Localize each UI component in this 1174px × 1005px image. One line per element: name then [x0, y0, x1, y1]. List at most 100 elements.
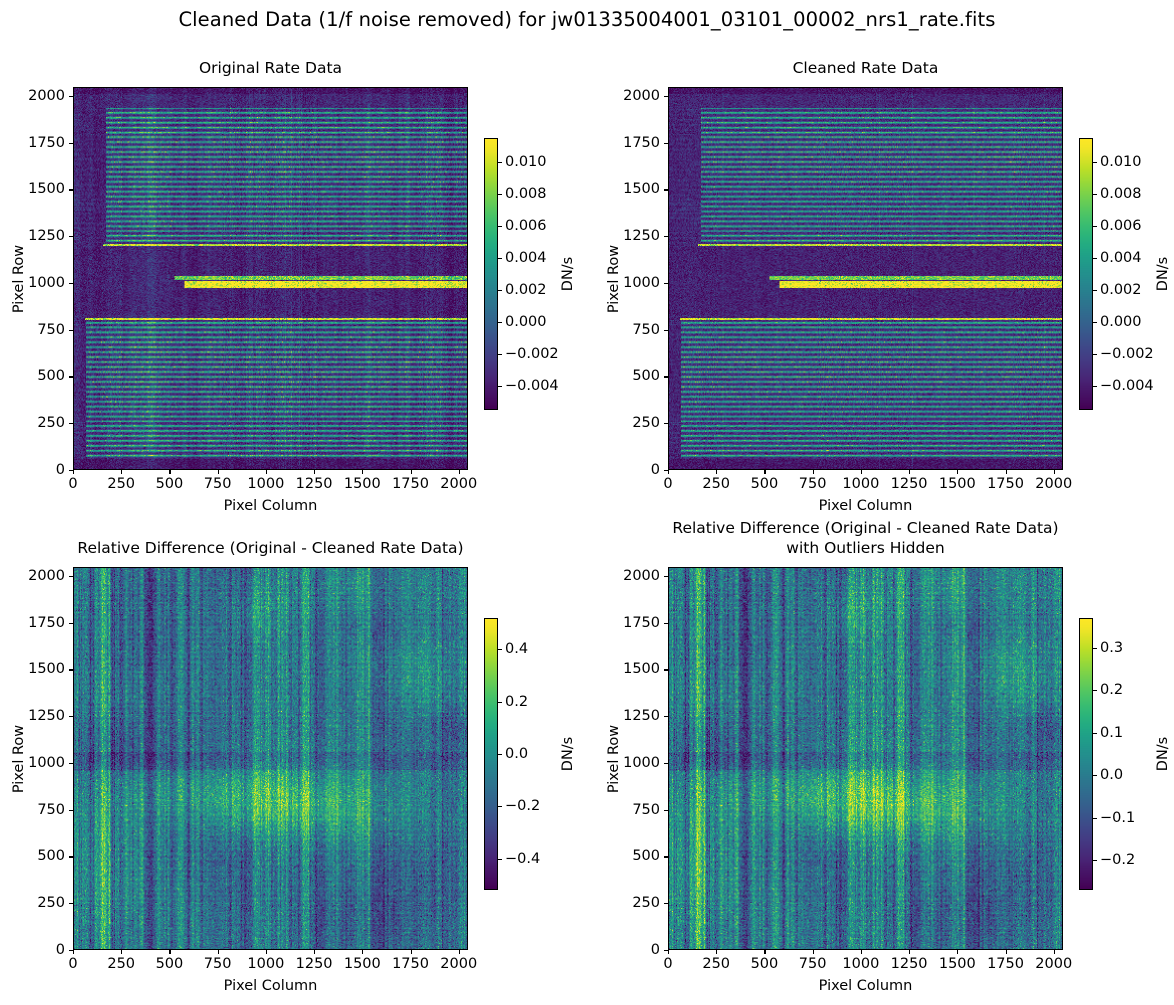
colorbar-axis-label: DN/s: [1155, 736, 1171, 772]
y-tick-label: 1500: [623, 181, 660, 198]
y-tick-mark: [664, 329, 668, 331]
x-tick-label: 1250: [890, 476, 928, 492]
x-tick-label: 250: [702, 956, 731, 972]
y-tick-mark: [69, 716, 73, 718]
y-tick-label: 500: [37, 368, 65, 385]
x-tick-label: 500: [750, 956, 779, 972]
colorbar-tick-label: 0.000: [1100, 314, 1142, 330]
y-tick-mark: [69, 282, 73, 285]
panel-title-original-rate-data: Original Rate Data: [73, 58, 468, 78]
y-tick-mark: [69, 575, 73, 578]
y-tick-label: 750: [632, 801, 660, 818]
x-tick-mark: [458, 470, 460, 474]
y-tick-label: 0: [55, 942, 65, 958]
colorbar-tick-mark: [498, 290, 502, 291]
x-tick-mark: [909, 950, 911, 954]
x-tick-mark: [1053, 470, 1055, 474]
y-tick-label: 250: [37, 415, 65, 432]
x-tick-label: 750: [203, 956, 232, 972]
y-tick-mark: [69, 423, 73, 425]
x-tick-label: 0: [68, 956, 78, 972]
x-tick-label: 1000: [842, 476, 880, 492]
x-tick-mark: [458, 950, 460, 954]
y-tick-label: 250: [632, 415, 660, 432]
x-tick-label: 2000: [1035, 476, 1073, 492]
colorbar-tick-mark: [1093, 322, 1097, 323]
x-tick-mark: [73, 950, 75, 954]
colorbar-gradient: [485, 619, 497, 889]
y-tick-label: 2000: [623, 567, 660, 584]
colorbar-tick-mark: [1093, 386, 1097, 387]
y-tick-mark: [69, 329, 73, 331]
x-tick-label: 1750: [987, 956, 1024, 972]
colorbar-tick-mark: [498, 649, 502, 651]
x-tick-label: 1000: [247, 476, 285, 492]
y-tick-mark: [69, 236, 73, 238]
colorbar-tick-label: −0.1: [1100, 809, 1136, 826]
colorbar-axis-label: DN/s: [1155, 256, 1171, 292]
y-tick-mark: [664, 809, 668, 811]
panel-title-line: Original Rate Data: [198, 59, 343, 77]
colorbar-tick-label: −0.004: [505, 378, 559, 394]
x-tick-mark: [668, 950, 670, 954]
colorbar-cleaned-rate-data: [1079, 138, 1093, 410]
y-tick-mark: [69, 950, 73, 952]
x-tick-mark: [764, 470, 766, 474]
y-axis-label: Pixel Row: [11, 244, 27, 313]
y-axis-label: Pixel Row: [606, 244, 622, 313]
colorbar-tick-mark: [498, 322, 502, 323]
y-tick-mark: [664, 856, 668, 858]
y-tick-mark: [664, 762, 668, 765]
colorbar-tick-mark: [1093, 690, 1097, 692]
colorbar-tick-label: −0.2: [1100, 852, 1136, 869]
y-tick-label: 1250: [28, 708, 65, 725]
y-tick-label: 1250: [28, 228, 65, 245]
y-tick-label: 500: [632, 848, 660, 865]
y-tick-label: 1000: [623, 274, 660, 291]
y-tick-label: 1750: [623, 614, 660, 631]
x-tick-label: 1750: [392, 956, 429, 972]
colorbar-tick-mark: [1093, 258, 1097, 259]
x-tick-mark: [314, 950, 316, 954]
y-tick-mark: [664, 236, 668, 238]
x-tick-mark: [668, 470, 670, 474]
x-tick-mark: [860, 470, 862, 474]
x-tick-label: 1000: [842, 956, 880, 972]
x-tick-mark: [812, 950, 814, 954]
colorbar-tick-label: 0.002: [1100, 282, 1142, 298]
y-tick-mark: [69, 903, 73, 905]
x-tick-mark: [169, 950, 171, 954]
x-tick-mark: [362, 950, 364, 954]
y-tick-label: 1000: [623, 754, 660, 771]
heatmap-image: [74, 88, 467, 469]
x-tick-label: 500: [155, 476, 184, 492]
y-tick-mark: [664, 950, 668, 952]
panel-title-line: Relative Difference (Original - Cleaned …: [77, 539, 464, 557]
y-tick-mark: [664, 142, 668, 144]
y-tick-label: 1000: [28, 274, 65, 291]
heatmap-image: [669, 88, 1062, 469]
x-axis-label: Pixel Column: [818, 498, 913, 514]
heatmap-relative-difference-outliers-hidden: [668, 567, 1063, 950]
x-tick-mark: [1005, 950, 1007, 954]
y-tick-mark: [69, 809, 73, 811]
colorbar-tick-label: −0.004: [1100, 378, 1154, 394]
x-tick-label: 1250: [890, 956, 928, 972]
colorbar-tick-label: −0.2: [505, 798, 541, 815]
x-tick-label: 1250: [295, 956, 333, 972]
x-tick-label: 250: [702, 476, 731, 492]
x-tick-mark: [812, 470, 814, 474]
x-tick-label: 1750: [987, 476, 1024, 492]
x-tick-label: 0: [68, 476, 78, 492]
panel-title-line: Relative Difference (Original - Cleaned …: [672, 519, 1059, 537]
y-tick-mark: [664, 189, 668, 191]
panel-title-line: Cleaned Rate Data: [792, 59, 939, 77]
y-tick-label: 250: [37, 895, 65, 912]
x-tick-label: 2000: [440, 476, 478, 492]
y-tick-label: 1750: [28, 614, 65, 631]
colorbar-tick-label: −0.002: [1100, 346, 1154, 362]
x-axis-label: Pixel Column: [818, 978, 913, 994]
colorbar-tick-mark: [1093, 290, 1097, 291]
figure-suptitle: Cleaned Data (1/f noise removed) for jw0…: [178, 8, 996, 31]
